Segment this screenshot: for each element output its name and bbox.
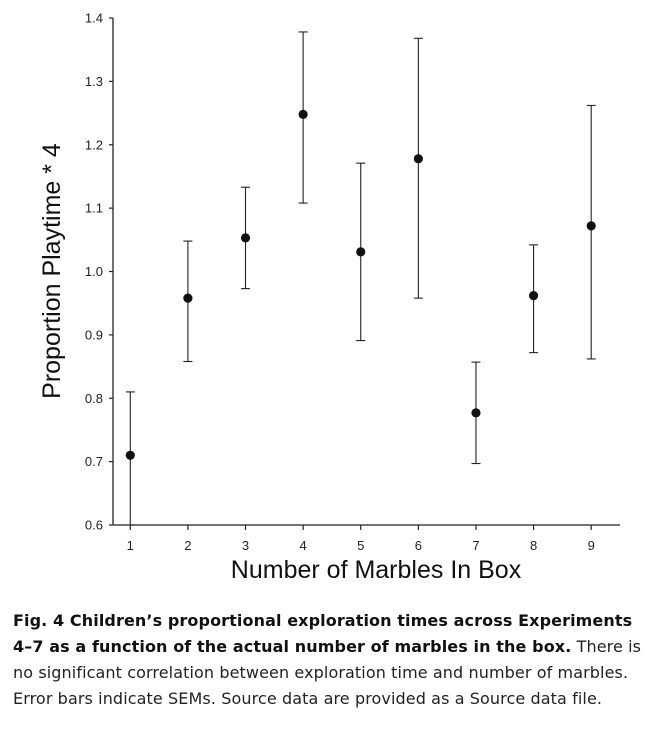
data-point	[413, 154, 423, 164]
y-tick-label: 0.7	[85, 454, 103, 469]
x-tick-label: 7	[472, 538, 479, 553]
y-tick-label: 1.0	[85, 264, 103, 279]
data-point	[356, 247, 366, 257]
y-tick-label: 1.4	[85, 11, 103, 26]
data-point	[471, 408, 481, 418]
y-tick-label: 0.6	[85, 518, 103, 533]
x-axis-title: Number of Marbles In Box	[231, 556, 522, 584]
figure-caption: Fig. 4 Children’s proportional explorati…	[13, 608, 643, 712]
y-axis-title: Proportion Playtime * 4	[38, 143, 66, 399]
data-point	[298, 109, 308, 119]
caption-bold: Fig. 4 Children’s proportional explorati…	[13, 611, 633, 656]
data-point	[586, 221, 596, 231]
data-marks	[125, 31, 596, 526]
x-tick-label: 6	[415, 538, 422, 553]
x-tick-label: 2	[184, 538, 191, 553]
y-tick-label: 0.8	[85, 391, 103, 406]
y-tick-label: 0.9	[85, 327, 103, 342]
data-point	[528, 290, 539, 301]
x-tick-label: 4	[300, 538, 307, 553]
y-tick-label: 1.1	[85, 201, 103, 216]
x-tick-label: 8	[530, 538, 537, 553]
y-tick-label: 1.3	[85, 74, 103, 89]
axes: 0.6 0.7 0.8 0.9 1.0 1.1 1.2 1.3 1.4 1 2 3 4 5 6 7 8 9	[85, 11, 620, 553]
x-tick-label: 3	[242, 538, 249, 553]
data-point	[183, 293, 193, 303]
x-tick-label: 9	[588, 538, 595, 553]
x-tick-label: 5	[357, 538, 364, 553]
scatter-chart: 0.6 0.7 0.8 0.9 1.0 1.1 1.2 1.3 1.4 1 2 3 4 5 6 7 8 9 Num…	[38, 11, 620, 584]
caption-text: There is no significant correlation betw…	[13, 637, 642, 708]
y-tick-label: 1.2	[85, 137, 103, 152]
data-point	[240, 233, 251, 243]
x-tick-label: 1	[127, 538, 134, 553]
data-point	[125, 450, 135, 460]
